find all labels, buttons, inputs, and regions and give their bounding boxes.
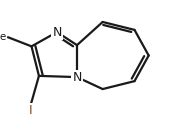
Text: N: N <box>52 26 62 39</box>
Text: Me: Me <box>0 32 6 42</box>
Text: N: N <box>72 71 82 84</box>
Text: I: I <box>29 104 33 117</box>
